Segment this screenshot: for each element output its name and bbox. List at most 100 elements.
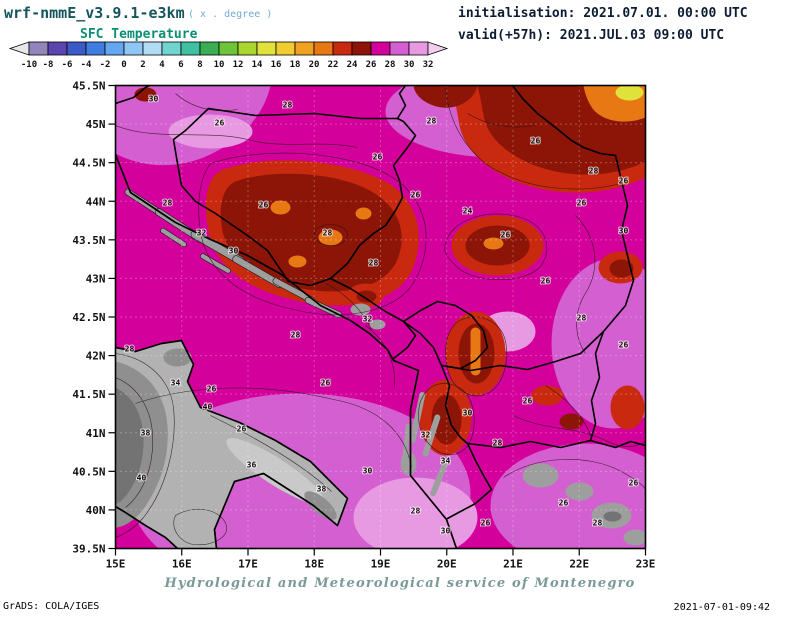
model-title: wrf-nmmE_v3.9.1-e3km [4,4,185,22]
service-credit: Hydrological and Meteorological service … [164,576,636,591]
valley-gray-patches [350,303,646,546]
contour-label: 28 [493,439,503,448]
lat-tick-label: 41.5N [72,388,105,401]
lon-tick-label: 19E [371,558,391,571]
colorbar-tick-label: -8 [43,60,54,70]
contour-label: 30 [441,527,451,536]
lat-tick-label: 44.5N [72,157,105,170]
contour-label: 26 [259,201,269,210]
lat-tick-label: 42.5N [72,311,105,324]
colorbar-tick-label: 20 [309,60,320,70]
contour-label: 30 [149,95,159,104]
colorbar-tick-label: 32 [423,60,434,70]
contour-label: 30 [463,409,473,418]
contour-label: 26 [541,277,551,286]
contour-label: 34 [171,379,181,388]
colorbar-tick-label: 2 [140,60,145,70]
contour-label: 40 [203,403,213,412]
lat-tick-label: 43N [86,272,106,285]
lon-tick-label: 23E [636,558,656,571]
temperature-colorbar: -10 -8 -6 -4 -2 0 2 4 6 8 10 12 14 16 18 20 22 24 26 28 30 32 [8,41,449,70]
valid-time-label: valid(+57h): 2021.JUL.03 09:00 UTC [458,28,725,43]
contour-label: 30 [619,227,629,236]
colorbar-tick-label: 10 [214,60,225,70]
colorbar-tick-label: 12 [233,60,244,70]
lat-tick-label: 39.5N [72,543,105,556]
creation-timestamp: 2021-07-01-09:42 [673,602,770,613]
colorbar-tick-label: 30 [404,60,415,70]
lat-tick-label: 42N [86,350,106,363]
axes: 45.5N 45N 44.5N 44N 43.5N 43N 42.5N 42N 41.5N 41N… [72,80,655,571]
lat-tick-label: 45N [86,118,106,131]
contour-label: 26 [619,341,629,350]
contour-label-layer: 30 28 26 28 26 28 26 28 26 26 24 26 28 28 26 30 26 26 28 26… [124,94,640,537]
lon-tick-label: 18E [304,558,324,571]
contour-label: 26 [523,397,533,406]
colorbar-tick-label: -6 [62,60,73,70]
contour-label: 32 [421,431,431,440]
contour-label: 28 [291,331,301,340]
contour-label: 38 [317,485,327,494]
contour-label: 26 [619,177,629,186]
colorbar-tick-label: 18 [290,60,301,70]
colorbar-tick-label: 22 [328,60,339,70]
grads-credit: GrADS: COLA/IGES [3,601,100,612]
contour-label: 26 [207,385,217,394]
contour-label: 26 [373,153,383,162]
lat-tick-label: 43.5N [72,234,105,247]
lat-tick-label: 41N [86,427,106,440]
colorbar-tick-label: -2 [100,60,111,70]
contour-label: 26 [481,519,491,528]
lat-tick-label: 40.5N [72,465,105,478]
colorbar-tick-label: 14 [252,60,263,70]
lon-tick-label: 15E [106,558,126,571]
contour-label: 26 [501,231,511,240]
country-borders [115,85,646,520]
colorbar-tick-label: 24 [347,60,358,70]
contour-label: 26 [559,499,569,508]
lon-tick-label: 21E [503,558,523,571]
lon-tick-label: 17E [238,558,258,571]
contour-label: 26 [411,191,421,200]
contour-label: 26 [629,479,639,488]
lon-tick-label: 22E [569,558,589,571]
colorbar-tick-label: 8 [197,60,202,70]
colorbar-tick-label: -10 [21,60,37,70]
colorbar-tick-label: 16 [271,60,282,70]
contour-label: 28 [589,167,599,176]
colorbar-tick-label: 0 [121,60,126,70]
lat-tick-label: 40N [86,504,106,517]
contour-label: 28 [411,507,421,516]
contour-label: 26 [215,119,225,128]
contour-label: 38 [141,429,151,438]
grid-lines [115,85,646,549]
contour-label: 26 [321,379,331,388]
contour-label: 28 [577,314,587,323]
contour-label: 28 [283,101,293,110]
colorbar-tick-label: -4 [81,60,92,70]
contour-label: 28 [369,259,379,268]
contour-label: 32 [197,229,207,238]
colorbar-segment [427,41,449,56]
contour-label: 34 [441,457,451,466]
lat-tick-label: 45.5N [72,80,105,93]
contour-label: 28 [125,345,135,354]
units-note: ( x . degree ) [188,9,273,20]
lon-tick-label: 16E [172,558,192,571]
colorbar-tick-label: 4 [159,60,165,70]
lon-tick-label: 20E [437,558,457,571]
contour-label: 28 [323,229,333,238]
contour-label: 30 [229,247,239,256]
plot-frame [114,84,647,550]
coastline [115,153,458,549]
colorbar-tick-label: 28 [385,60,396,70]
contour-label: 26 [237,425,247,434]
contour-label: 30 [363,467,373,476]
colorbar-tick-label: 6 [178,60,183,70]
contour-label: 40 [137,474,147,483]
contour-label: 28 [163,199,173,208]
contour-label: 32 [363,315,373,324]
lat-tick-label: 44N [86,195,106,208]
contour-label: 24 [463,207,473,216]
contour-label: 28 [593,519,603,528]
